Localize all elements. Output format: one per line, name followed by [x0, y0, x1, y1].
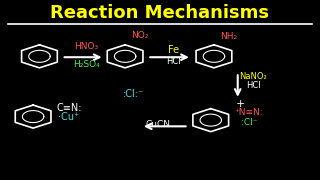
Text: ·Cu⁺: ·Cu⁺: [58, 112, 80, 122]
Text: HCl: HCl: [166, 57, 181, 66]
Text: :Cl⁻: :Cl⁻: [241, 118, 257, 127]
Text: HNO₃: HNO₃: [74, 42, 99, 51]
Text: Fe: Fe: [168, 45, 179, 55]
Text: HCl: HCl: [246, 81, 260, 90]
Text: NH₂: NH₂: [220, 32, 237, 41]
Text: +: +: [236, 99, 245, 109]
Text: NO₂: NO₂: [131, 31, 148, 40]
Text: H₂SO₄: H₂SO₄: [73, 60, 100, 69]
Text: CuCN: CuCN: [146, 120, 171, 129]
Text: ⁺N≡N:: ⁺N≡N:: [235, 108, 263, 117]
Text: :Cl:⁻: :Cl:⁻: [123, 89, 144, 99]
Text: NaNO₂: NaNO₂: [239, 72, 267, 81]
Text: Reaction Mechanisms: Reaction Mechanisms: [51, 4, 269, 22]
Text: C≡N:: C≡N:: [56, 103, 82, 113]
